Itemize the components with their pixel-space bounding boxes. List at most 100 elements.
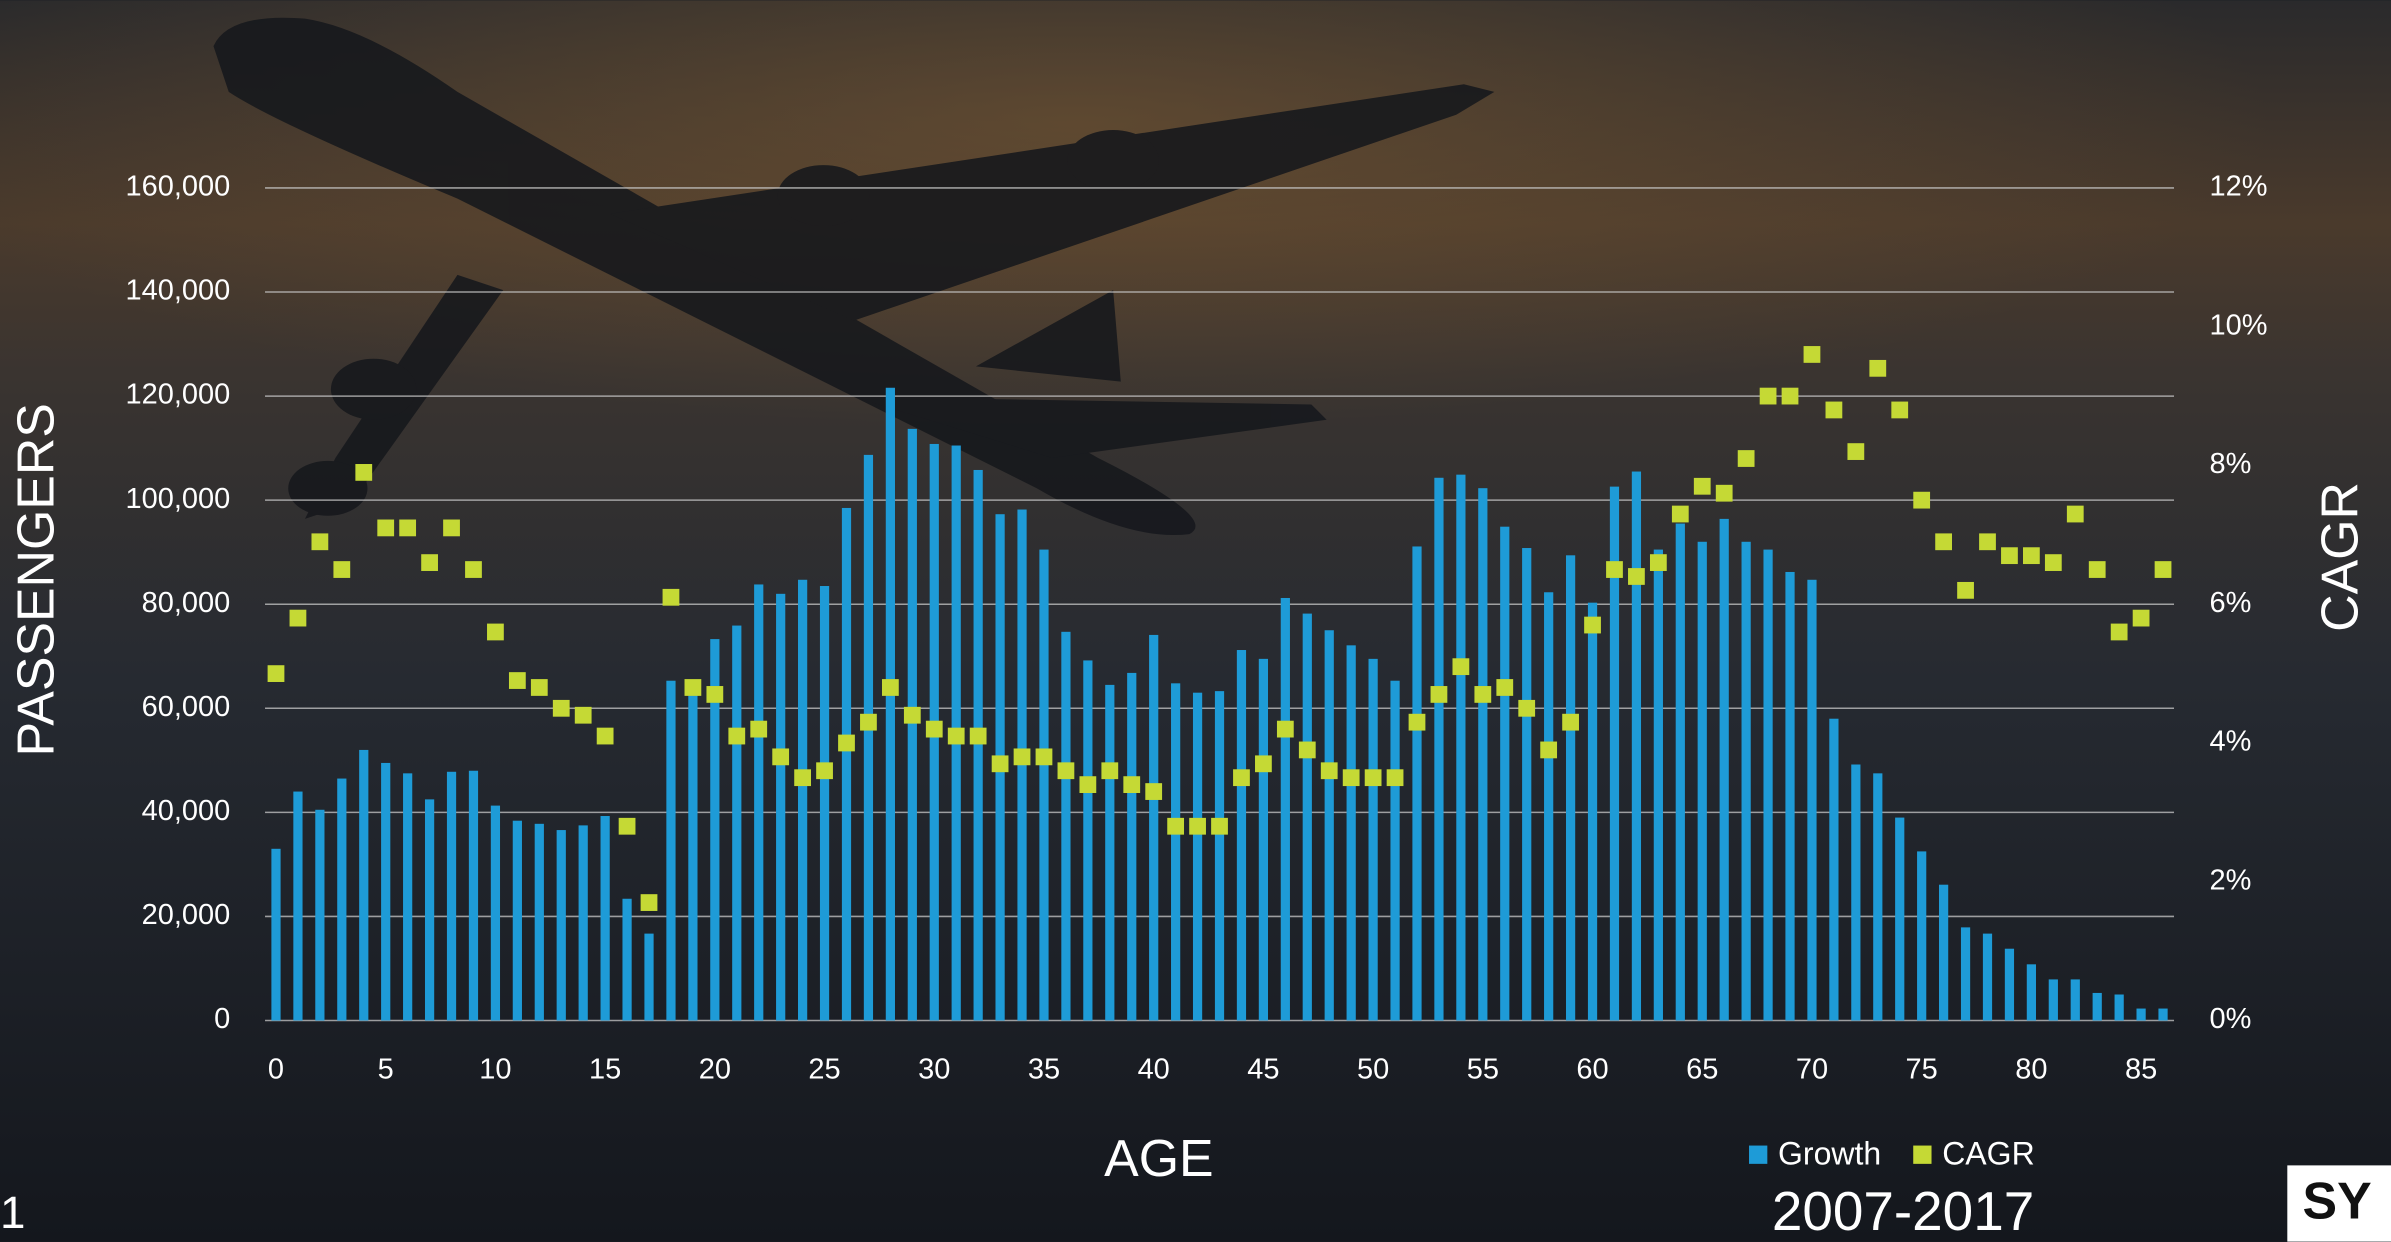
bar — [1785, 572, 1794, 1021]
bar — [644, 934, 653, 1021]
cagr-marker — [1431, 686, 1448, 703]
bar — [1369, 659, 1378, 1021]
bar — [271, 849, 280, 1021]
cagr-marker — [860, 714, 877, 731]
bar — [1917, 851, 1926, 1020]
cagr-marker — [1474, 686, 1491, 703]
legend-label: Growth — [1778, 1136, 1881, 1172]
bar — [1961, 927, 1970, 1020]
cagr-marker — [1343, 769, 1360, 786]
cagr-marker — [1365, 769, 1382, 786]
bar — [1083, 660, 1092, 1020]
cagr-marker — [2155, 561, 2172, 578]
bar — [557, 830, 566, 1020]
cagr-marker — [1518, 700, 1535, 717]
y2-tick-label: 2% — [2210, 864, 2252, 896]
bar — [1500, 527, 1509, 1021]
cagr-marker — [509, 672, 526, 689]
x-tick-label: 20 — [699, 1053, 731, 1085]
cagr-marker — [421, 554, 438, 571]
cagr-marker — [2001, 547, 2018, 564]
x-tick-label: 15 — [589, 1053, 621, 1085]
y2-tick-label: 0% — [2210, 1003, 2252, 1035]
cagr-marker — [597, 728, 614, 745]
cagr-marker — [1452, 658, 1469, 675]
cagr-marker — [487, 624, 504, 641]
bar — [1456, 475, 1465, 1021]
bar — [1522, 548, 1531, 1020]
bar — [1039, 550, 1048, 1021]
bar — [1325, 630, 1334, 1020]
x-tick-label: 60 — [1576, 1053, 1608, 1085]
cagr-marker — [948, 728, 965, 745]
bar — [293, 792, 302, 1021]
bar — [1654, 550, 1663, 1021]
x-tick-label: 30 — [918, 1053, 950, 1085]
bar — [1720, 519, 1729, 1021]
cagr-marker — [1584, 617, 1601, 634]
chart-subtitle: 2007-2017 — [1772, 1180, 2034, 1242]
cagr-marker — [970, 728, 987, 745]
x-tick-label: 55 — [1467, 1053, 1499, 1085]
cagr-marker — [816, 762, 833, 779]
cagr-marker — [399, 520, 416, 537]
cagr-marker — [575, 707, 592, 724]
bar — [622, 899, 631, 1021]
cagr-marker — [2111, 624, 2128, 641]
cagr-marker — [1760, 388, 1777, 405]
logo: SY — [2303, 1172, 2372, 1230]
cagr-marker — [2067, 506, 2084, 523]
cagr-marker — [1979, 533, 1996, 550]
bar — [1171, 683, 1180, 1020]
y2-tick-label: 12% — [2210, 171, 2268, 203]
bar — [974, 470, 983, 1021]
bar — [1742, 542, 1751, 1021]
y-tick-label: 80,000 — [142, 587, 231, 619]
bar — [1983, 934, 1992, 1021]
cagr-marker — [926, 721, 943, 738]
bar — [1566, 555, 1575, 1020]
cagr-marker — [1014, 748, 1031, 765]
bar — [1588, 603, 1597, 1021]
cagr-marker — [2089, 561, 2106, 578]
cagr-marker — [268, 665, 285, 682]
cagr-marker — [1321, 762, 1338, 779]
bar — [491, 806, 500, 1021]
cagr-marker — [706, 686, 723, 703]
cagr-marker — [1299, 742, 1316, 759]
bar — [403, 773, 412, 1020]
y2-axis-title: CAGR — [2310, 482, 2368, 632]
y2-tick-label: 6% — [2210, 587, 2252, 619]
cagr-marker — [772, 748, 789, 765]
x-tick-label: 45 — [1247, 1053, 1279, 1085]
bar — [337, 779, 346, 1021]
bar — [1303, 614, 1312, 1021]
bar — [359, 750, 368, 1021]
y-tick-label: 140,000 — [126, 275, 231, 307]
bar — [2071, 979, 2080, 1020]
cagr-marker — [1496, 679, 1513, 696]
cagr-marker — [1167, 818, 1184, 835]
cagr-marker — [1409, 714, 1426, 731]
legend-swatch — [1749, 1146, 1767, 1164]
slide-number: 1 — [0, 1187, 25, 1238]
bar — [601, 816, 610, 1021]
cagr-marker — [750, 721, 767, 738]
y-tick-label: 0 — [214, 1003, 230, 1035]
bar — [820, 586, 829, 1021]
bar — [1544, 592, 1553, 1020]
cagr-marker — [1562, 714, 1579, 731]
x-tick-label: 65 — [1686, 1053, 1718, 1085]
bar — [1763, 550, 1772, 1021]
bar — [2093, 993, 2102, 1021]
y-tick-label: 60,000 — [142, 691, 231, 723]
cagr-marker — [311, 533, 328, 550]
cagr-marker — [1847, 443, 1864, 460]
y-tick-label: 40,000 — [142, 795, 231, 827]
cagr-marker — [838, 735, 855, 752]
bar — [688, 683, 697, 1020]
bar — [1807, 580, 1816, 1021]
bar — [1105, 685, 1114, 1021]
bar — [469, 771, 478, 1021]
cagr-marker — [531, 679, 548, 696]
